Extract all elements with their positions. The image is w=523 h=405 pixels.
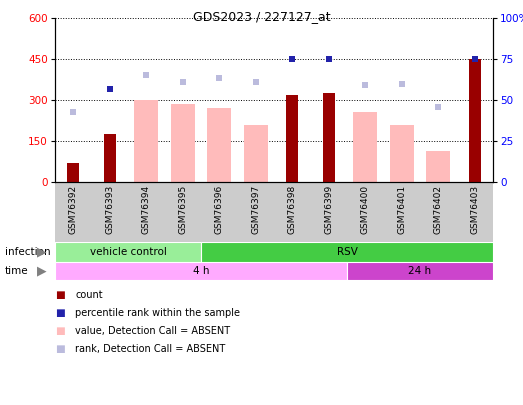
Bar [426, 151, 450, 182]
Text: ▶: ▶ [37, 245, 47, 258]
Bar [171, 104, 195, 182]
Bar [55, 242, 201, 262]
Bar [104, 134, 116, 182]
Text: rank, Detection Call = ABSENT: rank, Detection Call = ABSENT [75, 344, 225, 354]
Text: 24 h: 24 h [408, 266, 431, 276]
Bar [67, 163, 79, 182]
Text: value, Detection Call = ABSENT: value, Detection Call = ABSENT [75, 326, 230, 336]
Text: ■: ■ [55, 308, 65, 318]
Bar [134, 100, 158, 182]
Text: vehicle control: vehicle control [89, 247, 166, 257]
Text: ■: ■ [55, 326, 65, 336]
Text: ■: ■ [55, 344, 65, 354]
Bar [323, 93, 335, 182]
Text: ■: ■ [55, 290, 65, 300]
Bar [208, 108, 231, 182]
Bar [244, 125, 268, 182]
Text: infection: infection [5, 247, 51, 257]
Bar [469, 59, 481, 182]
Text: RSV: RSV [337, 247, 357, 257]
Bar [287, 94, 298, 182]
Bar [347, 262, 493, 280]
Text: 4 h: 4 h [193, 266, 209, 276]
Bar [201, 242, 493, 262]
Text: GDS2023 / 227127_at: GDS2023 / 227127_at [192, 10, 331, 23]
Text: count: count [75, 290, 103, 300]
Text: ▶: ▶ [37, 264, 47, 277]
Text: percentile rank within the sample: percentile rank within the sample [75, 308, 240, 318]
Bar [55, 262, 347, 280]
Bar [354, 112, 377, 182]
Bar [390, 125, 414, 182]
Text: time: time [5, 266, 29, 276]
